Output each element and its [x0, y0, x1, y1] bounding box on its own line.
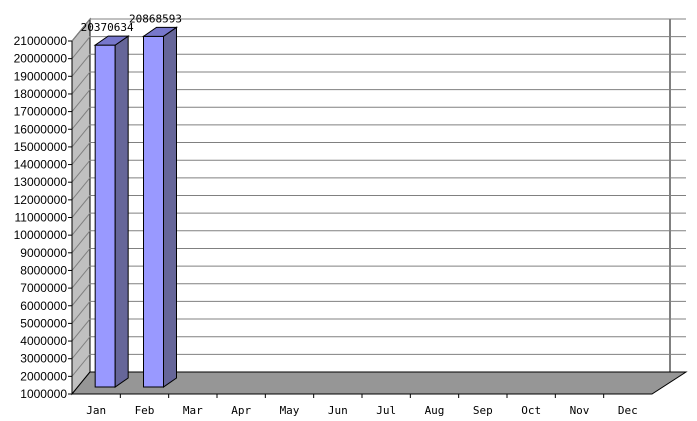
y-tick-label: 20000000 — [14, 52, 68, 66]
x-tick-label: Jan — [86, 404, 106, 417]
bar-front-Feb — [143, 35, 164, 388]
x-tick-label: Oct — [521, 404, 541, 417]
gridline — [71, 159, 686, 183]
gridline — [71, 71, 686, 95]
y-tick-label: 15000000 — [14, 140, 68, 154]
gridline — [71, 106, 686, 130]
y-tick-label: 11000000 — [15, 211, 68, 225]
y-tick-label: 12000000 — [14, 193, 68, 207]
y-tick-label: 9000000 — [20, 246, 67, 260]
gridline — [71, 336, 686, 360]
bar-side-Jan — [114, 35, 129, 388]
y-tick-label: 5000000 — [20, 316, 67, 330]
gridline — [71, 89, 686, 112]
x-tick-label: Mar — [183, 404, 203, 417]
gridline — [71, 142, 686, 165]
y-tick-label: 6000000 — [20, 299, 67, 313]
x-tick-label: May — [280, 404, 300, 417]
x-tick-label: Apr — [231, 404, 251, 417]
y-tick-label: 10000000 — [14, 228, 68, 242]
x-tick-label: Nov — [570, 404, 590, 417]
gridline — [71, 212, 686, 236]
x-tick-label: Aug — [425, 404, 445, 417]
y-tick-label: 13000000 — [14, 175, 68, 189]
y-tick-label: 8000000 — [20, 263, 67, 277]
y-tick-label: 16000000 — [14, 122, 68, 136]
gridline — [71, 36, 686, 59]
gridline — [71, 265, 686, 289]
x-axis-ticks: Jan Feb Mar Apr May Jun Jul Aug Sep Oct Nov Dec — [86, 394, 638, 417]
gridline — [71, 353, 686, 377]
gridline — [71, 318, 686, 342]
gridline — [71, 124, 686, 148]
y-tick-label: 3000000 — [20, 352, 67, 366]
gridline — [71, 177, 686, 201]
y-tick-label: 1000000 — [20, 387, 67, 401]
bar-top-Jan — [93, 35, 130, 46]
y-tick-label: 17000000 — [14, 105, 68, 119]
gridline — [71, 195, 686, 218]
gridline — [71, 283, 686, 307]
x-tick-label: Jul — [376, 404, 396, 417]
bar-side-Feb — [163, 26, 177, 388]
bars — [93, 26, 179, 388]
y-tick-label: 2000000 — [20, 369, 67, 383]
gridline — [71, 53, 686, 77]
y-tick-label: 4000000 — [20, 334, 67, 348]
data-label: 20868593 — [129, 12, 182, 25]
x-tick-label: Feb — [135, 404, 155, 417]
y-tick-label: 14000000 — [14, 158, 68, 172]
y-tick-label: 19000000 — [14, 69, 68, 83]
y-tick-label: 7000000 — [20, 281, 67, 295]
data-label: 20370634 — [81, 21, 134, 34]
gridline — [71, 230, 686, 254]
bar-top-Feb — [141, 26, 179, 37]
y-tick-label: 18000000 — [14, 87, 68, 101]
bar-front-Jan — [94, 44, 116, 388]
y-tick-label: 21000000 — [14, 34, 68, 48]
y-axis-ticks: 1000000 2000000 3000000 4000000 5000000 60000… — [14, 34, 73, 401]
gridline — [71, 18, 686, 42]
gridline — [71, 300, 686, 324]
gridline — [71, 247, 686, 271]
gridlines — [71, 18, 686, 377]
x-tick-label: Dec — [618, 404, 638, 417]
x-tick-label: Jun — [328, 404, 348, 417]
x-tick-label: Sep — [473, 404, 493, 417]
